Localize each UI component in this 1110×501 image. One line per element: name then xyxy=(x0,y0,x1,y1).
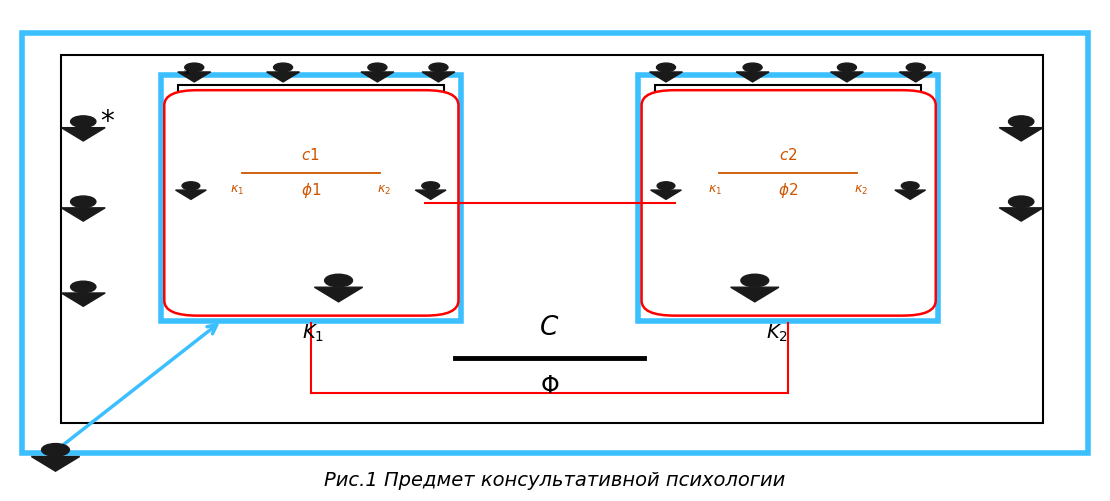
Circle shape xyxy=(71,116,95,127)
Circle shape xyxy=(71,196,95,207)
Text: $K_2$: $K_2$ xyxy=(766,323,788,344)
Circle shape xyxy=(901,182,919,190)
Text: $\Phi$: $\Phi$ xyxy=(539,374,559,398)
Bar xyxy=(178,85,444,313)
Bar xyxy=(22,33,1088,453)
Circle shape xyxy=(657,182,675,190)
Text: $*$: $*$ xyxy=(100,106,115,134)
Circle shape xyxy=(428,63,448,72)
Polygon shape xyxy=(61,128,105,141)
Text: $c2$: $c2$ xyxy=(779,147,797,163)
FancyBboxPatch shape xyxy=(642,90,936,316)
Polygon shape xyxy=(730,287,779,302)
Polygon shape xyxy=(314,287,363,302)
Text: $C$: $C$ xyxy=(539,315,559,341)
Circle shape xyxy=(367,63,387,72)
Polygon shape xyxy=(650,190,682,199)
Circle shape xyxy=(71,281,95,293)
Polygon shape xyxy=(61,208,105,221)
Circle shape xyxy=(906,63,926,72)
Text: $\kappa_1$: $\kappa_1$ xyxy=(231,184,244,197)
Circle shape xyxy=(422,182,440,190)
Polygon shape xyxy=(830,72,864,82)
Circle shape xyxy=(656,63,676,72)
Polygon shape xyxy=(61,293,105,306)
Polygon shape xyxy=(31,456,80,471)
Polygon shape xyxy=(178,72,211,82)
Polygon shape xyxy=(899,72,932,82)
Circle shape xyxy=(1009,116,1033,127)
Bar xyxy=(638,75,938,321)
Circle shape xyxy=(41,443,70,456)
Polygon shape xyxy=(266,72,300,82)
Text: $\kappa_1$: $\kappa_1$ xyxy=(708,184,722,197)
Polygon shape xyxy=(175,190,206,199)
Text: $\phi 1$: $\phi 1$ xyxy=(301,181,321,200)
Circle shape xyxy=(182,182,200,190)
Text: $K_1$: $K_1$ xyxy=(302,323,324,344)
Text: $*$: $*$ xyxy=(182,66,191,79)
Bar xyxy=(61,55,1043,423)
Polygon shape xyxy=(895,190,926,199)
Circle shape xyxy=(1009,196,1033,207)
Polygon shape xyxy=(736,72,769,82)
Circle shape xyxy=(743,63,763,72)
Text: $\kappa_2$: $\kappa_2$ xyxy=(855,184,868,197)
Polygon shape xyxy=(422,72,455,82)
Circle shape xyxy=(184,63,204,72)
FancyBboxPatch shape xyxy=(164,90,458,316)
Text: Рис.1 Предмет консультативной психологии: Рис.1 Предмет консультативной психологии xyxy=(324,471,786,490)
Bar xyxy=(161,75,461,321)
Circle shape xyxy=(837,63,857,72)
Polygon shape xyxy=(999,128,1043,141)
Circle shape xyxy=(324,274,353,287)
Text: $\kappa_2$: $\kappa_2$ xyxy=(377,184,391,197)
Bar xyxy=(655,85,921,313)
Circle shape xyxy=(740,274,769,287)
Polygon shape xyxy=(999,208,1043,221)
Polygon shape xyxy=(649,72,683,82)
Polygon shape xyxy=(415,190,446,199)
Text: $\phi 2$: $\phi 2$ xyxy=(778,181,798,200)
Text: $c1$: $c1$ xyxy=(302,147,320,163)
Circle shape xyxy=(273,63,293,72)
Polygon shape xyxy=(361,72,394,82)
